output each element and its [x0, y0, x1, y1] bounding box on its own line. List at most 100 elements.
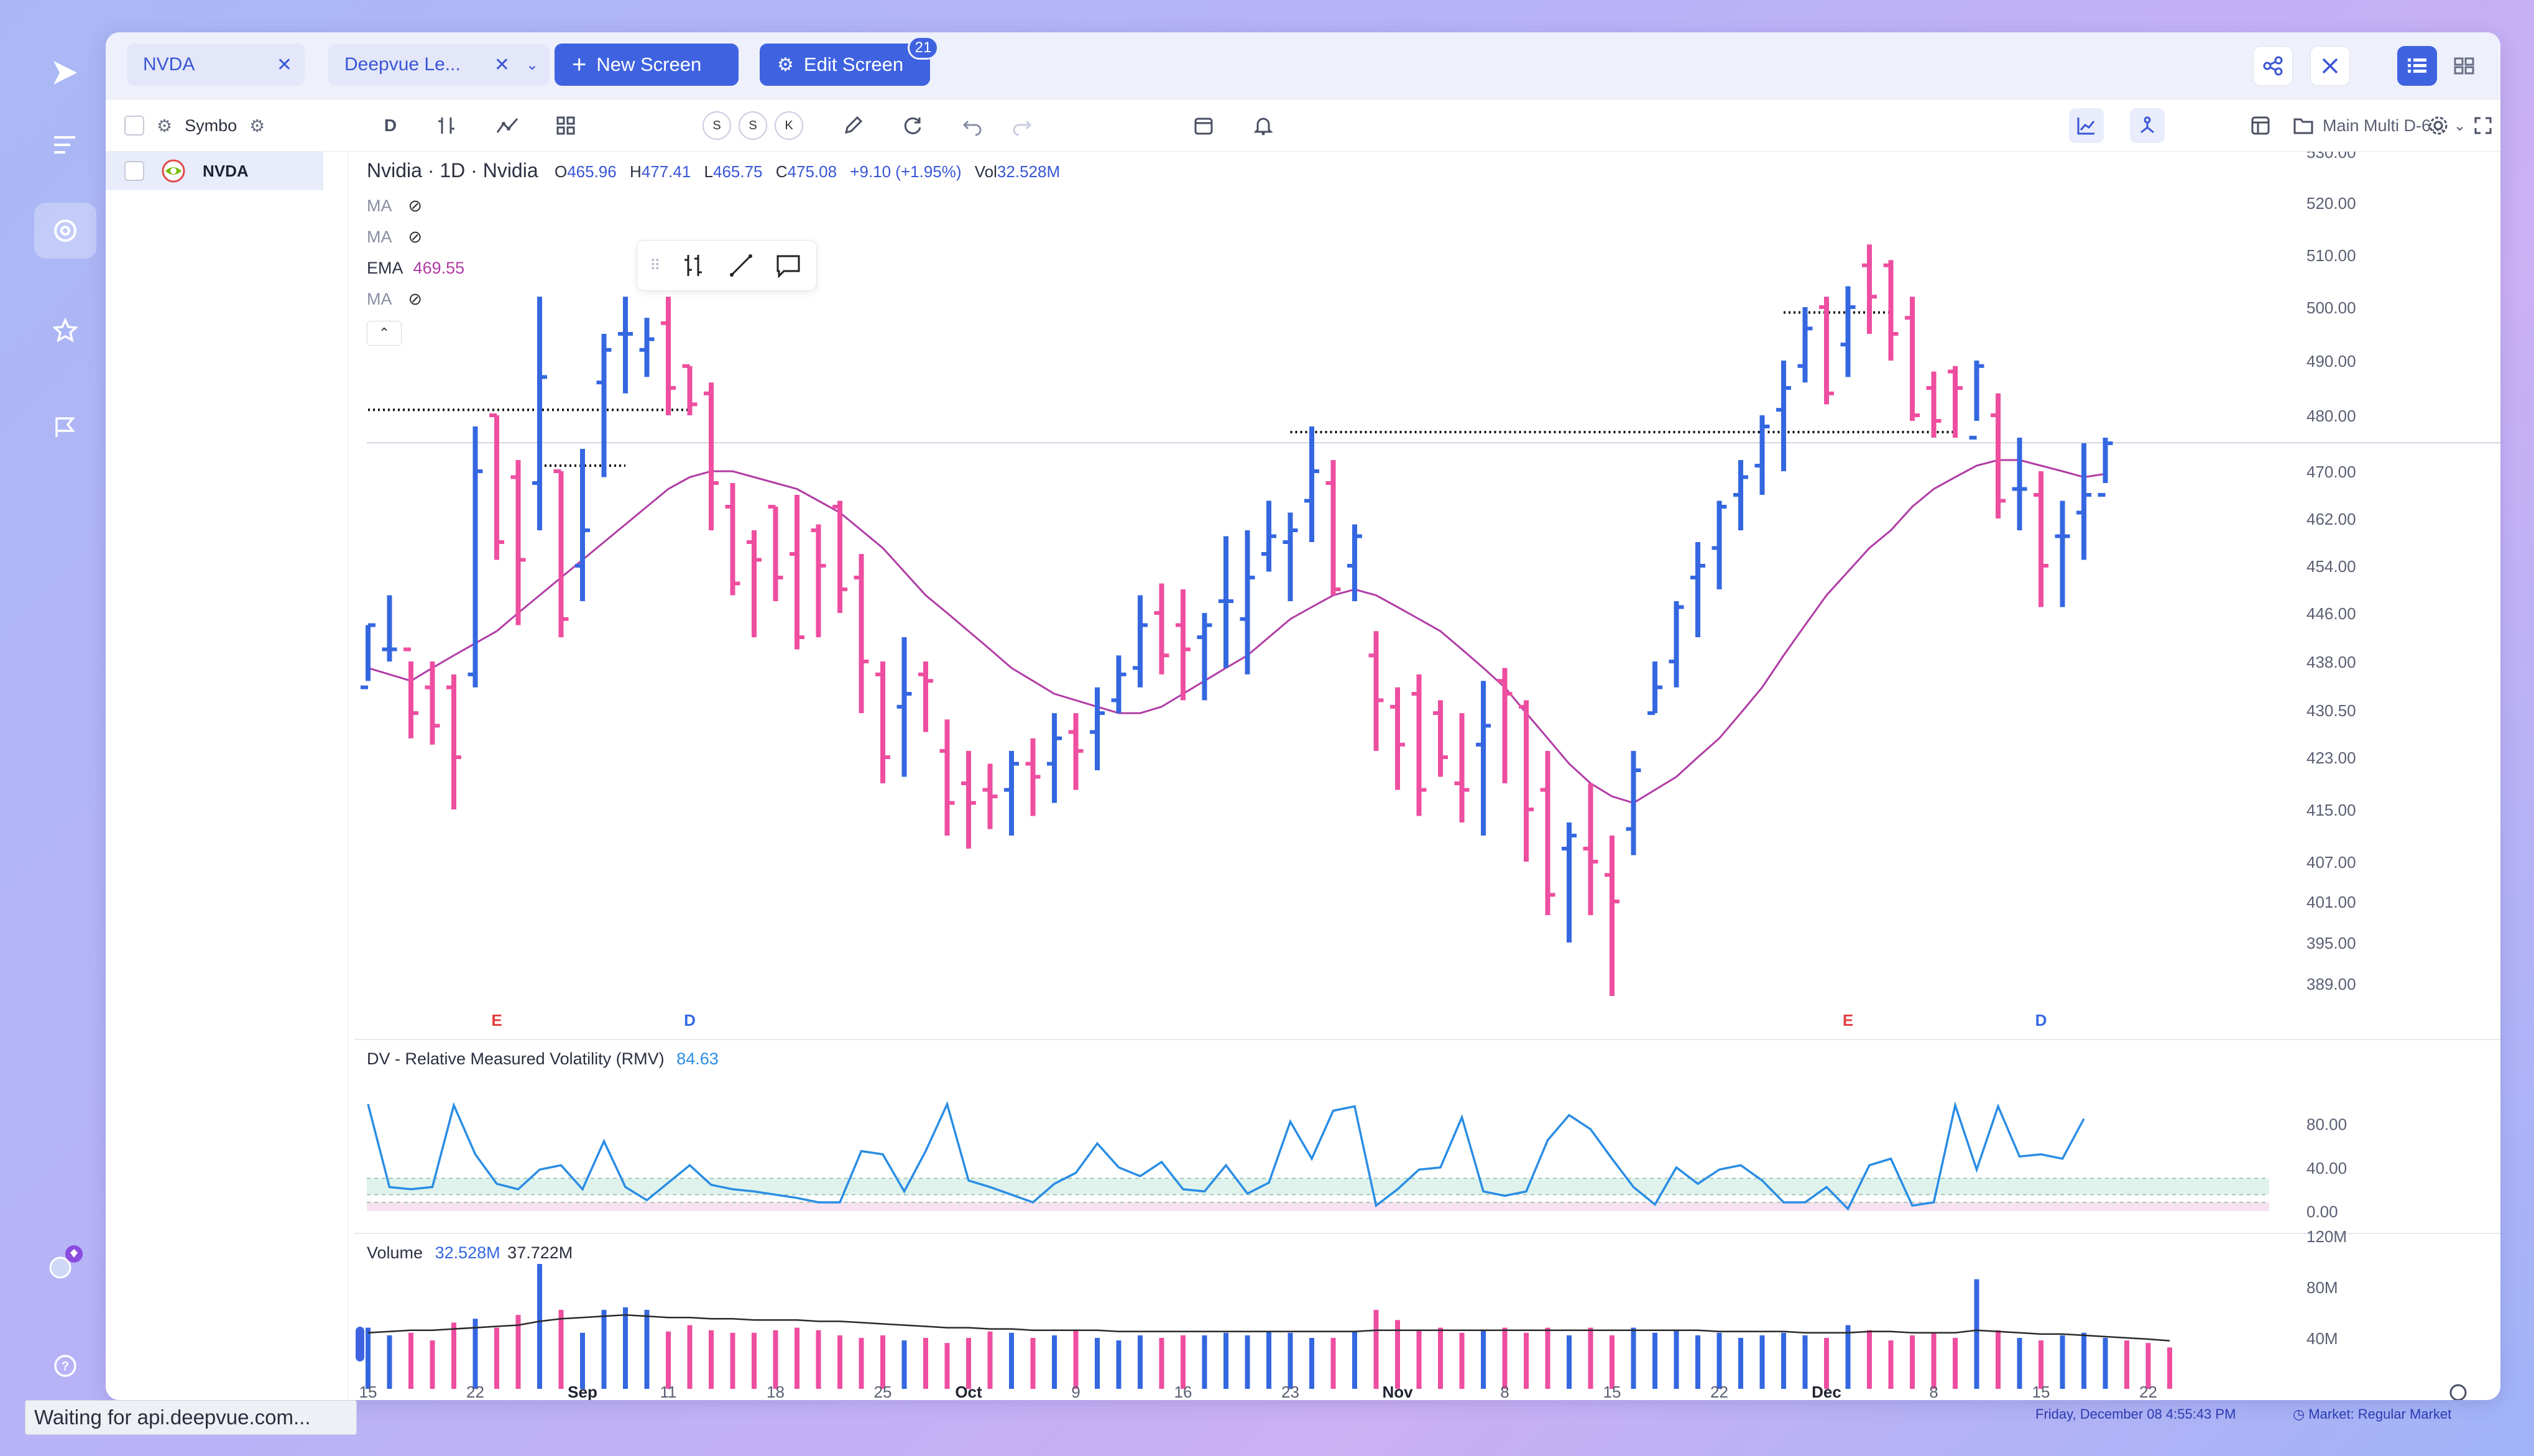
hidden-eye-icon[interactable]: ⊘: [408, 290, 423, 308]
volume-bar: [1202, 1335, 1207, 1389]
edit-screen-button[interactable]: ⚙ Edit Screen: [760, 44, 930, 86]
volume-bar: [1931, 1332, 1937, 1389]
undo-icon[interactable]: [955, 108, 990, 143]
volume-bar: [709, 1330, 714, 1389]
axis-settings-icon[interactable]: [2449, 1384, 2467, 1400]
volume-bar: [1309, 1338, 1314, 1389]
volume-bar: [537, 1264, 542, 1389]
l-label: L: [704, 162, 713, 181]
volume-tick-label: 120M: [2306, 1227, 2347, 1246]
ohlc-bar: [811, 524, 826, 637]
select-all-checkbox[interactable]: [124, 116, 144, 136]
logo-icon[interactable]: [34, 45, 96, 101]
share-icon[interactable]: [2253, 46, 2293, 86]
k-button[interactable]: K: [775, 111, 803, 140]
ohlc-bar: [1454, 713, 1470, 822]
indicators-icon[interactable]: [490, 108, 525, 143]
hidden-eye-icon[interactable]: ⊘: [408, 196, 423, 215]
earnings-marker: E: [491, 1011, 502, 1030]
ohlc-bar: [790, 495, 804, 650]
new-screen-button[interactable]: + New Screen: [555, 44, 739, 86]
refresh-icon[interactable]: [895, 108, 930, 143]
flag-icon[interactable]: [34, 399, 96, 455]
alert-bell-icon[interactable]: [1246, 108, 1281, 143]
comment-tool-icon[interactable]: [774, 251, 803, 280]
ohlc-bar: [1862, 244, 1877, 334]
x-icon[interactable]: [2310, 46, 2350, 86]
trendline-tool-icon[interactable]: [727, 251, 755, 280]
ma2-legend[interactable]: MA ⊘: [367, 228, 422, 247]
menu-icon[interactable]: [34, 117, 96, 173]
layout-selector[interactable]: Main Multi D-6... ⌄: [2293, 108, 2466, 143]
ohlc-bar: [875, 661, 890, 783]
volume-bar: [816, 1330, 821, 1389]
price-tick-label: 415.00: [2306, 801, 2356, 819]
ohlc-bar: [1197, 613, 1212, 701]
volume-bar: [773, 1330, 778, 1389]
volume-bar: [837, 1335, 842, 1389]
row-checkbox[interactable]: [124, 161, 144, 181]
s1-button[interactable]: S: [703, 111, 731, 140]
volume-bar: [1631, 1327, 1636, 1389]
tab-deepvue[interactable]: Deepvue Le... ✕ ⌄: [328, 44, 550, 86]
ohlc-bar: [1025, 738, 1041, 816]
pencil-icon[interactable]: [836, 108, 870, 143]
close-icon[interactable]: ✕: [276, 54, 292, 75]
vol-value: 32.528M: [997, 162, 1061, 181]
redo-icon[interactable]: [1005, 108, 1039, 143]
volume-bar: [1867, 1330, 1872, 1389]
ohlc-bar: [1368, 631, 1384, 751]
volume-bar: [1459, 1332, 1465, 1389]
ma3-legend[interactable]: MA ⊘: [367, 290, 422, 309]
collapse-legend-button[interactable]: ⌃: [367, 321, 402, 346]
bar-style-icon[interactable]: [429, 108, 464, 143]
volume-bar: [494, 1327, 499, 1389]
volume-bar: [1395, 1320, 1400, 1389]
interval-button[interactable]: D: [384, 116, 397, 135]
gear-icon[interactable]: ⚙: [157, 116, 173, 136]
layout-icon[interactable]: [2243, 108, 2278, 143]
volume-bar: [1481, 1330, 1486, 1389]
volume-bar: [1824, 1338, 1829, 1389]
rmv-legend[interactable]: DV - Relative Measured Volatility (RMV) …: [367, 1049, 719, 1069]
screener-icon[interactable]: [34, 203, 96, 259]
chart-area[interactable]: 530.00 520.00 510.00 500.00 490.00 480.00 470.…: [354, 143, 2500, 1400]
volume-bar: [1910, 1335, 1915, 1389]
ohlc-bar: [1733, 460, 1748, 530]
chart-type-icon[interactable]: [2069, 108, 2104, 143]
ohlc-bar: [403, 647, 418, 739]
star-icon[interactable]: [34, 302, 96, 358]
ohlc-bar: [1390, 687, 1405, 790]
watchlist-row[interactable]: NVDA: [106, 152, 323, 190]
ma1-legend[interactable]: MA ⊘: [367, 196, 422, 216]
volume-bar: [1288, 1332, 1293, 1389]
drag-handle-icon[interactable]: ⠿: [650, 257, 661, 274]
fullscreen-icon[interactable]: [2466, 108, 2500, 143]
ohlc-tool-icon[interactable]: [680, 251, 708, 280]
volume-legend[interactable]: Volume 32.528M 37.722M: [367, 1243, 573, 1263]
ohlc-bar: [1905, 297, 1920, 421]
vol-label: Vol: [974, 162, 997, 181]
tab-nvda[interactable]: NVDA ✕: [127, 44, 305, 86]
settings-icon[interactable]: [2421, 108, 2456, 143]
ohlc-bar: [1433, 700, 1448, 777]
grid-view-icon[interactable]: [2444, 46, 2484, 86]
ohlc-bar: [982, 763, 998, 829]
ohlc-bar: [725, 483, 740, 596]
volume-bar: [1030, 1338, 1036, 1389]
compare-icon[interactable]: [2130, 108, 2165, 143]
close-icon[interactable]: ✕: [494, 54, 510, 75]
price-chart[interactable]: 530.00 520.00 510.00 500.00 490.00 480.00 470.…: [354, 143, 2500, 1400]
s2-button[interactable]: S: [739, 111, 767, 140]
hidden-eye-icon[interactable]: ⊘: [408, 228, 423, 246]
chevron-down-icon[interactable]: ⌄: [525, 56, 538, 73]
ema-legend[interactable]: EMA 469.55: [367, 259, 464, 278]
list-view-icon[interactable]: [2397, 46, 2437, 86]
avatar-icon[interactable]: [34, 1235, 96, 1291]
help-icon[interactable]: ?: [34, 1338, 96, 1394]
calendar-icon[interactable]: [1186, 108, 1221, 143]
settings-icon[interactable]: ⚙: [249, 116, 265, 136]
x-tick-label: 22: [2139, 1383, 2157, 1400]
templates-icon[interactable]: [548, 108, 583, 143]
volume-bar: [730, 1332, 735, 1389]
